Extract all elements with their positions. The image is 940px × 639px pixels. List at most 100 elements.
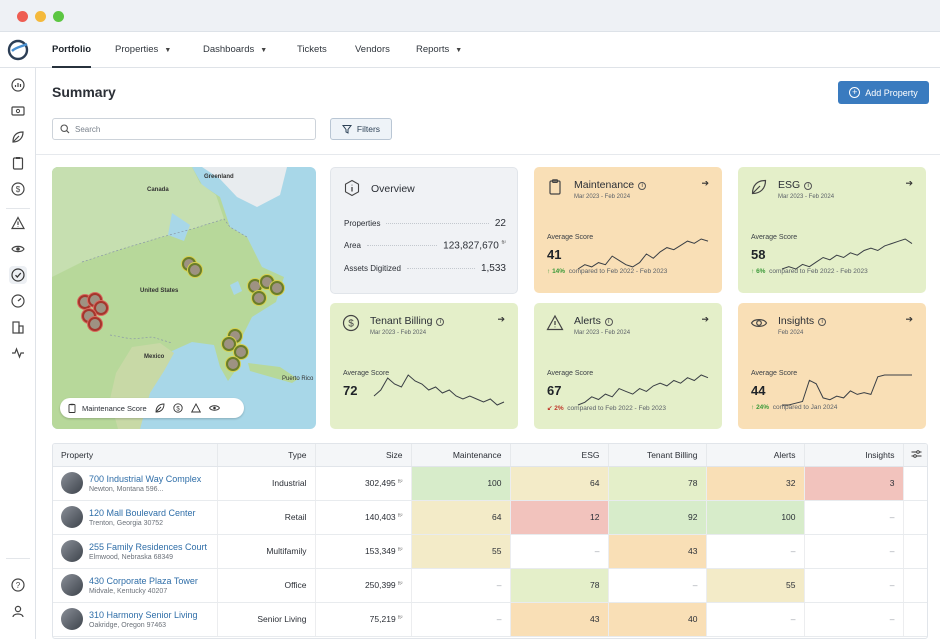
score-maintenance[interactable]: 100: [411, 466, 511, 501]
minimize-window-button[interactable]: [35, 11, 46, 22]
add-property-button[interactable]: + Add Property: [838, 81, 929, 104]
sidebar-dollar-icon[interactable]: $: [9, 180, 27, 198]
property-cell[interactable]: 255 Family Residences Court Elmwood, Nebr…: [53, 534, 218, 569]
score-esg[interactable]: –: [510, 534, 609, 569]
score-alerts[interactable]: –: [706, 602, 805, 637]
sidebar-user-icon[interactable]: [9, 602, 27, 620]
score-alerts[interactable]: 32: [706, 466, 805, 501]
score-alerts[interactable]: –: [706, 534, 805, 569]
arrow-right-icon[interactable]: ➔: [905, 314, 913, 324]
score-maintenance[interactable]: –: [411, 602, 511, 637]
nav-vendors[interactable]: Vendors: [355, 44, 390, 55]
sidebar-clipboard-icon[interactable]: [9, 154, 27, 172]
column-header-maintenance[interactable]: Maintenance: [411, 444, 511, 467]
score-esg[interactable]: 12: [510, 500, 609, 535]
close-window-button[interactable]: [17, 11, 28, 22]
tenant-billing-card[interactable]: $ Tenant Billing i Mar 2023 - Feb 2024 ➔ …: [330, 303, 518, 429]
nav-reports[interactable]: Reports ▼: [416, 44, 463, 55]
nav-properties[interactable]: Properties ▼: [115, 44, 172, 55]
score-tenant-billing[interactable]: 92: [608, 500, 707, 535]
column-header-esg[interactable]: ESG: [510, 444, 609, 467]
score-alerts[interactable]: 55: [706, 568, 805, 603]
map-pin[interactable]: [270, 281, 284, 295]
column-header-alerts[interactable]: Alerts: [706, 444, 805, 467]
sidebar-dashboard-icon[interactable]: [9, 76, 27, 94]
sidebar-gauge-icon[interactable]: [9, 292, 27, 310]
map-pin[interactable]: [234, 345, 248, 359]
score-esg[interactable]: 64: [510, 466, 609, 501]
leaf-icon[interactable]: [155, 403, 165, 413]
column-header-insights[interactable]: Insights: [804, 444, 904, 467]
score-maintenance[interactable]: –: [411, 568, 511, 603]
sidebar-billing-icon[interactable]: [9, 102, 27, 120]
alert-icon[interactable]: [190, 403, 201, 413]
table-row[interactable]: 700 Industrial Way Complex Newton, Montan…: [53, 466, 927, 501]
score-insights[interactable]: –: [804, 534, 904, 569]
nav-dashboards[interactable]: Dashboards ▼: [203, 44, 268, 55]
sidebar-activity-icon[interactable]: [9, 344, 27, 362]
score-tenant-billing[interactable]: 78: [608, 466, 707, 501]
info-icon[interactable]: i: [436, 318, 445, 326]
app-logo-icon[interactable]: [6, 38, 30, 62]
map-pin[interactable]: [222, 337, 236, 351]
info-icon[interactable]: i: [604, 318, 613, 326]
sidebar-leaf-icon[interactable]: [9, 128, 27, 146]
property-cell[interactable]: 430 Corporate Plaza Tower Midvale, Kentuc…: [53, 568, 218, 603]
property-cell[interactable]: 120 Mall Boulevard Center Trenton, Georgi…: [53, 500, 218, 535]
arrow-right-icon[interactable]: ➔: [497, 314, 505, 324]
map-pin[interactable]: [88, 317, 102, 331]
score-maintenance[interactable]: 64: [411, 500, 511, 535]
table-row[interactable]: 120 Mall Boulevard Center Trenton, Georgi…: [53, 500, 927, 535]
score-insights[interactable]: 3: [804, 466, 904, 501]
property-cell[interactable]: 310 Harmony Senior Living Oakridge, Orego…: [53, 602, 218, 637]
maintenance-score-filter[interactable]: Maintenance Score: [67, 403, 147, 413]
score-esg[interactable]: 43: [510, 602, 609, 637]
map-pin[interactable]: [226, 357, 240, 371]
maximize-window-button[interactable]: [53, 11, 64, 22]
score-alerts[interactable]: 100: [706, 500, 805, 535]
eye-icon[interactable]: [208, 403, 220, 413]
column-header-type[interactable]: Type: [217, 444, 316, 467]
info-icon[interactable]: i: [638, 182, 647, 190]
map-pin[interactable]: [94, 301, 108, 315]
property-cell[interactable]: 700 Industrial Way Complex Newton, Montan…: [53, 466, 218, 501]
map-pin[interactable]: [188, 263, 202, 277]
dollar-icon[interactable]: $: [172, 403, 183, 413]
arrow-right-icon[interactable]: ➔: [905, 178, 913, 188]
info-icon[interactable]: i: [804, 182, 813, 190]
filters-button[interactable]: Filters: [330, 118, 392, 140]
insights-card[interactable]: Insights i Feb 2024 ➔ Average Score 44 ↑ …: [738, 303, 926, 429]
table-row[interactable]: 310 Harmony Senior Living Oakridge, Orego…: [53, 602, 927, 637]
score-insights[interactable]: –: [804, 602, 904, 637]
score-tenant-billing[interactable]: 40: [608, 602, 707, 637]
esg-card[interactable]: ESG i Mar 2023 - Feb 2024 ➔ Average Score…: [738, 167, 926, 293]
column-settings-button[interactable]: [903, 444, 927, 467]
score-esg[interactable]: 78: [510, 568, 609, 603]
column-header-size[interactable]: Size: [315, 444, 412, 467]
sidebar-eye-icon[interactable]: [9, 240, 27, 258]
maintenance-card[interactable]: Maintenance i Mar 2023 - Feb 2024 ➔ Avera…: [534, 167, 722, 293]
sidebar-portfolio-icon[interactable]: [9, 266, 27, 284]
column-header-tenant-billing[interactable]: Tenant Billing: [608, 444, 707, 467]
score-insights[interactable]: –: [804, 500, 904, 535]
alerts-card[interactable]: Alerts i Mar 2023 - Feb 2024 ➔ Average Sc…: [534, 303, 722, 429]
sidebar-alert-icon[interactable]: [9, 214, 27, 232]
score-maintenance[interactable]: 55: [411, 534, 511, 569]
nav-tickets[interactable]: Tickets: [297, 44, 327, 55]
property-name-link[interactable]: 255 Family Residences Court: [89, 541, 208, 552]
sidebar-building-icon[interactable]: [9, 318, 27, 336]
arrow-right-icon[interactable]: ➔: [701, 314, 709, 324]
portfolio-map[interactable]: Canada Greenland United States Mexico Pu…: [52, 167, 316, 429]
nav-portfolio[interactable]: Portfolio: [52, 32, 92, 68]
search-box[interactable]: [52, 118, 316, 140]
score-tenant-billing[interactable]: 43: [608, 534, 707, 569]
map-pin[interactable]: [252, 291, 266, 305]
property-name-link[interactable]: 430 Corporate Plaza Tower: [89, 575, 198, 586]
score-tenant-billing[interactable]: –: [608, 568, 707, 603]
score-insights[interactable]: –: [804, 568, 904, 603]
property-name-link[interactable]: 310 Harmony Senior Living: [89, 609, 198, 620]
column-header-property[interactable]: Property: [53, 444, 218, 467]
table-row[interactable]: 430 Corporate Plaza Tower Midvale, Kentuc…: [53, 568, 927, 603]
property-name-link[interactable]: 700 Industrial Way Complex: [89, 473, 202, 484]
table-row[interactable]: 255 Family Residences Court Elmwood, Nebr…: [53, 534, 927, 569]
